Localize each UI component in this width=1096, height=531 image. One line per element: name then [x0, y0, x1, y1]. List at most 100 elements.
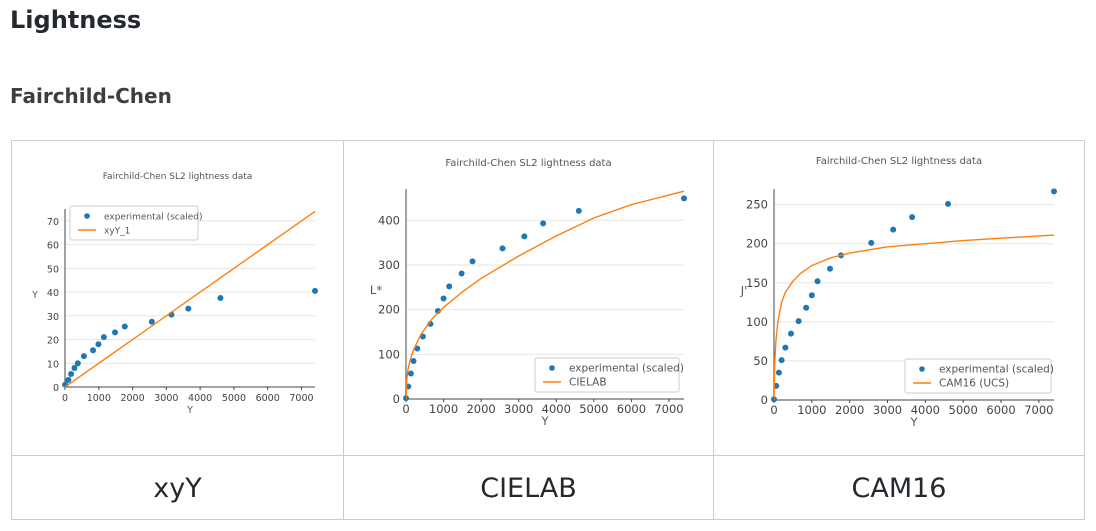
y-tick-label: 10 [47, 359, 59, 370]
data-point [74, 360, 81, 367]
data-point [68, 370, 75, 377]
x-tick-label: 6000 [986, 403, 1015, 417]
y-tick-label: 100 [746, 315, 768, 329]
legend-point-swatch [549, 365, 555, 371]
data-point [407, 370, 414, 377]
data-point [775, 369, 782, 376]
y-tick-label: 50 [47, 264, 59, 275]
legend-label: xyY_1 [104, 227, 130, 237]
x-tick-label: 3000 [504, 402, 533, 416]
y-tick-label: 50 [753, 354, 768, 368]
y-axis-label: J' [740, 284, 748, 298]
data-point [469, 258, 476, 265]
chart-title: Fairchild-Chen SL2 lightness data [445, 158, 611, 169]
data-point [1051, 188, 1057, 195]
chart-title: Fairchild-Chen SL2 lightness data [103, 172, 253, 182]
y-tick-label: 20 [47, 336, 59, 347]
chart-cielab: Fairchild-Chen SL2 lightness data 0 100 200… [370, 158, 687, 428]
x-tick-label: 2000 [120, 393, 144, 404]
x-tick-label: 0 [770, 403, 777, 417]
legend-box [69, 205, 199, 241]
y-tick-label: 60 [47, 241, 59, 252]
data-point [217, 295, 224, 301]
caption-cam16: CAM16 [851, 472, 947, 504]
data-point [90, 347, 97, 354]
y-tick-label: 200 [746, 237, 768, 251]
y-tick-label: 200 [378, 303, 400, 317]
data-point [788, 330, 795, 337]
data-point [148, 318, 155, 325]
y-tick-label: 0 [761, 393, 768, 407]
data-point [814, 278, 821, 285]
x-tick-label: 6000 [617, 402, 646, 416]
data-point [945, 200, 952, 207]
series-line-1 [65, 210, 316, 388]
x-tick-label: 1000 [429, 402, 458, 416]
data-point [121, 323, 128, 330]
x-axis-label: Y [909, 415, 918, 429]
data-point [100, 334, 107, 341]
x-tick-label: 5000 [579, 402, 608, 416]
y-tick-label: 100 [378, 347, 400, 361]
data-point [521, 233, 528, 240]
data-point [414, 345, 421, 352]
data-point [95, 341, 102, 348]
data-point [80, 353, 87, 360]
legend-label: CAM16 (UCS) [939, 378, 1009, 390]
row-divider [12, 455, 1084, 456]
x-tick-label: 2000 [466, 402, 495, 416]
data-point [575, 207, 582, 214]
legend-point-swatch [919, 366, 925, 372]
legend-label: experimental (scaled) [569, 363, 684, 375]
x-tick-label: 3000 [154, 393, 178, 404]
plots-table: Fairchild-Chen SL2 lightness data 0 10 20 30… [11, 140, 1085, 520]
y-tick-label: 0 [393, 392, 400, 406]
legend-box [534, 357, 680, 393]
y-tick-label: 40 [47, 288, 59, 299]
data-point [65, 376, 72, 383]
legend-label: experimental (scaled) [939, 364, 1054, 376]
data-point [71, 365, 78, 372]
legend-box [904, 358, 1052, 394]
series-line-1 [406, 190, 685, 400]
data-point [803, 304, 810, 311]
x-tick-label: 5000 [949, 403, 978, 417]
data-point [540, 220, 547, 227]
x-tick-label: 7000 [1024, 403, 1053, 417]
data-point [909, 214, 916, 221]
legend-label: experimental (scaled) [104, 213, 203, 223]
x-tick-label: 4000 [911, 403, 940, 417]
data-point [827, 265, 833, 272]
data-point [795, 318, 802, 325]
x-tick-label: 4000 [542, 402, 571, 416]
caption-xyy: xyY [12, 456, 344, 520]
data-point [499, 245, 506, 252]
x-tick-label: 4000 [188, 393, 212, 404]
y-tick-label: 0 [53, 383, 59, 394]
chart-title: Fairchild-Chen SL2 lightness data [816, 156, 982, 167]
data-point [312, 287, 318, 294]
x-tick-label: 6000 [256, 393, 280, 404]
data-point [808, 292, 815, 299]
data-point [890, 226, 897, 233]
x-tick-label: 7000 [289, 393, 313, 404]
y-axis-label: L* [370, 283, 382, 297]
data-point [185, 305, 192, 312]
x-tick-label: 5000 [222, 393, 246, 404]
y-axis-label: Y [31, 290, 38, 301]
data-point [440, 295, 447, 302]
section-title: Fairchild-Chen [10, 84, 172, 108]
data-point [446, 283, 453, 290]
x-tick-label: 1000 [797, 403, 826, 417]
y-tick-label: 150 [746, 276, 768, 290]
x-axis-label: Y [186, 405, 193, 416]
data-point [778, 357, 785, 364]
x-tick-label: 0 [62, 393, 68, 404]
y-tick-label: 30 [47, 312, 59, 323]
plot-cell-xyy: Fairchild-Chen SL2 lightness data 0 10 20 30… [12, 141, 344, 455]
x-tick-label: 1000 [87, 393, 111, 404]
data-point [782, 344, 789, 351]
chart-cam16: Fairchild-Chen SL2 lightness data 0 50 100 1… [740, 156, 1057, 429]
data-point [681, 195, 687, 202]
y-tick-label: 300 [378, 258, 400, 272]
